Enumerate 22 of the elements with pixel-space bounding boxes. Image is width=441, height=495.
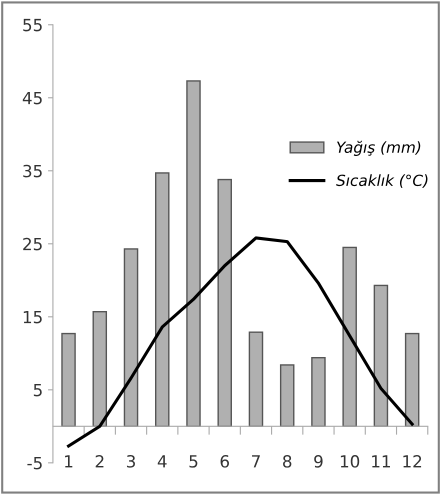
legend-label: Sıcaklık (°C) [336,174,428,188]
line-series [67,236,414,448]
x-tick-label: 7 [252,455,260,468]
y-tick-label: 55 [23,18,42,32]
x-tick-label: 5 [189,455,198,468]
x-tick-label: 10 [340,455,360,468]
y-tick-label: 45 [22,92,42,104]
x-tick-label: 2 [96,455,104,468]
x-tick-label: 8 [283,455,292,468]
x-tick-label: 1 [65,455,72,468]
x-tick-label: 9 [314,455,323,468]
y-tick-label: -5 [27,457,42,470]
x-tick-label: 12 [403,455,422,468]
y-tick-label: 25 [23,238,42,250]
legend-label: Yağış (mm) [337,140,420,156]
x-tick-label: 6 [220,455,229,468]
x-tick-label: 11 [372,455,390,468]
x-tick-label: 4 [158,455,167,468]
y-tick-label: 35 [23,164,42,178]
x-tick-label: 3 [126,455,135,468]
y-tick-label: 5 [34,384,42,396]
y-tick-label: 15 [24,310,42,324]
